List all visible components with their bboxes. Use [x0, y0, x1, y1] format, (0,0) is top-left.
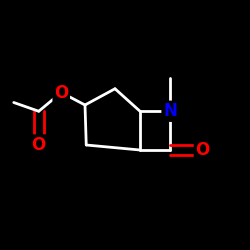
- Text: O: O: [196, 141, 209, 159]
- Text: N: N: [163, 102, 177, 120]
- Text: O: O: [32, 136, 46, 154]
- Text: O: O: [54, 84, 68, 102]
